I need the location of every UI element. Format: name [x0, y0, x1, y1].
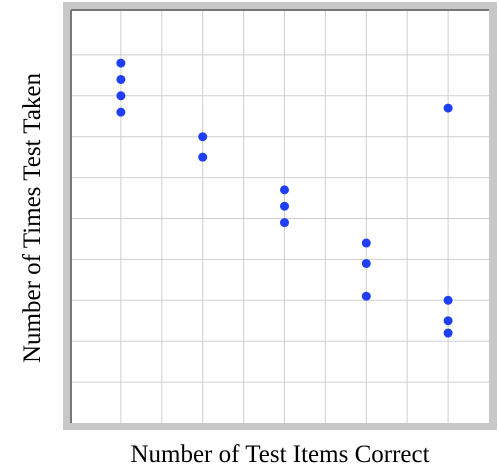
point: [443, 103, 453, 113]
x-axis-label: Number of Test Items Correct: [130, 441, 429, 465]
point: [116, 58, 126, 68]
plot-area: [71, 10, 489, 423]
point: [280, 218, 289, 228]
point: [198, 152, 208, 162]
point: [116, 107, 126, 117]
point: [198, 132, 208, 142]
y-axis-label: Number of Times Test Taken: [19, 72, 46, 363]
point: [116, 74, 126, 84]
point: [280, 185, 289, 195]
point: [280, 201, 289, 211]
point: [443, 328, 453, 338]
point: [361, 258, 371, 268]
point: [116, 91, 126, 101]
point: [361, 238, 371, 248]
point: [443, 316, 453, 326]
point: [443, 295, 453, 305]
point: [361, 291, 371, 301]
